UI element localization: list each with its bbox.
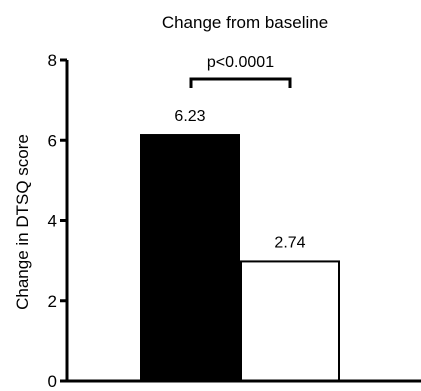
y-axis-label: Change in DTSQ score xyxy=(13,134,32,310)
data-labels: 6.23 2.74 xyxy=(174,108,305,251)
y-axis-ticks: 0 2 4 6 8 xyxy=(48,51,67,391)
bars xyxy=(140,134,340,382)
significance-annotation: p<0.0001 xyxy=(207,54,274,71)
chart-title: Change from baseline xyxy=(162,13,328,32)
y-tick-label: 4 xyxy=(48,212,57,231)
y-tick-label: 2 xyxy=(48,292,57,311)
y-tick-label: 8 xyxy=(48,51,57,70)
y-tick-label: 0 xyxy=(48,372,57,391)
significance-bracket xyxy=(189,77,292,88)
data-label-bar-1: 6.23 xyxy=(174,108,205,125)
y-tick-label: 6 xyxy=(48,131,57,150)
bar-2 xyxy=(240,260,340,382)
bar-1 xyxy=(140,134,240,382)
data-label-bar-2: 2.74 xyxy=(274,234,305,251)
